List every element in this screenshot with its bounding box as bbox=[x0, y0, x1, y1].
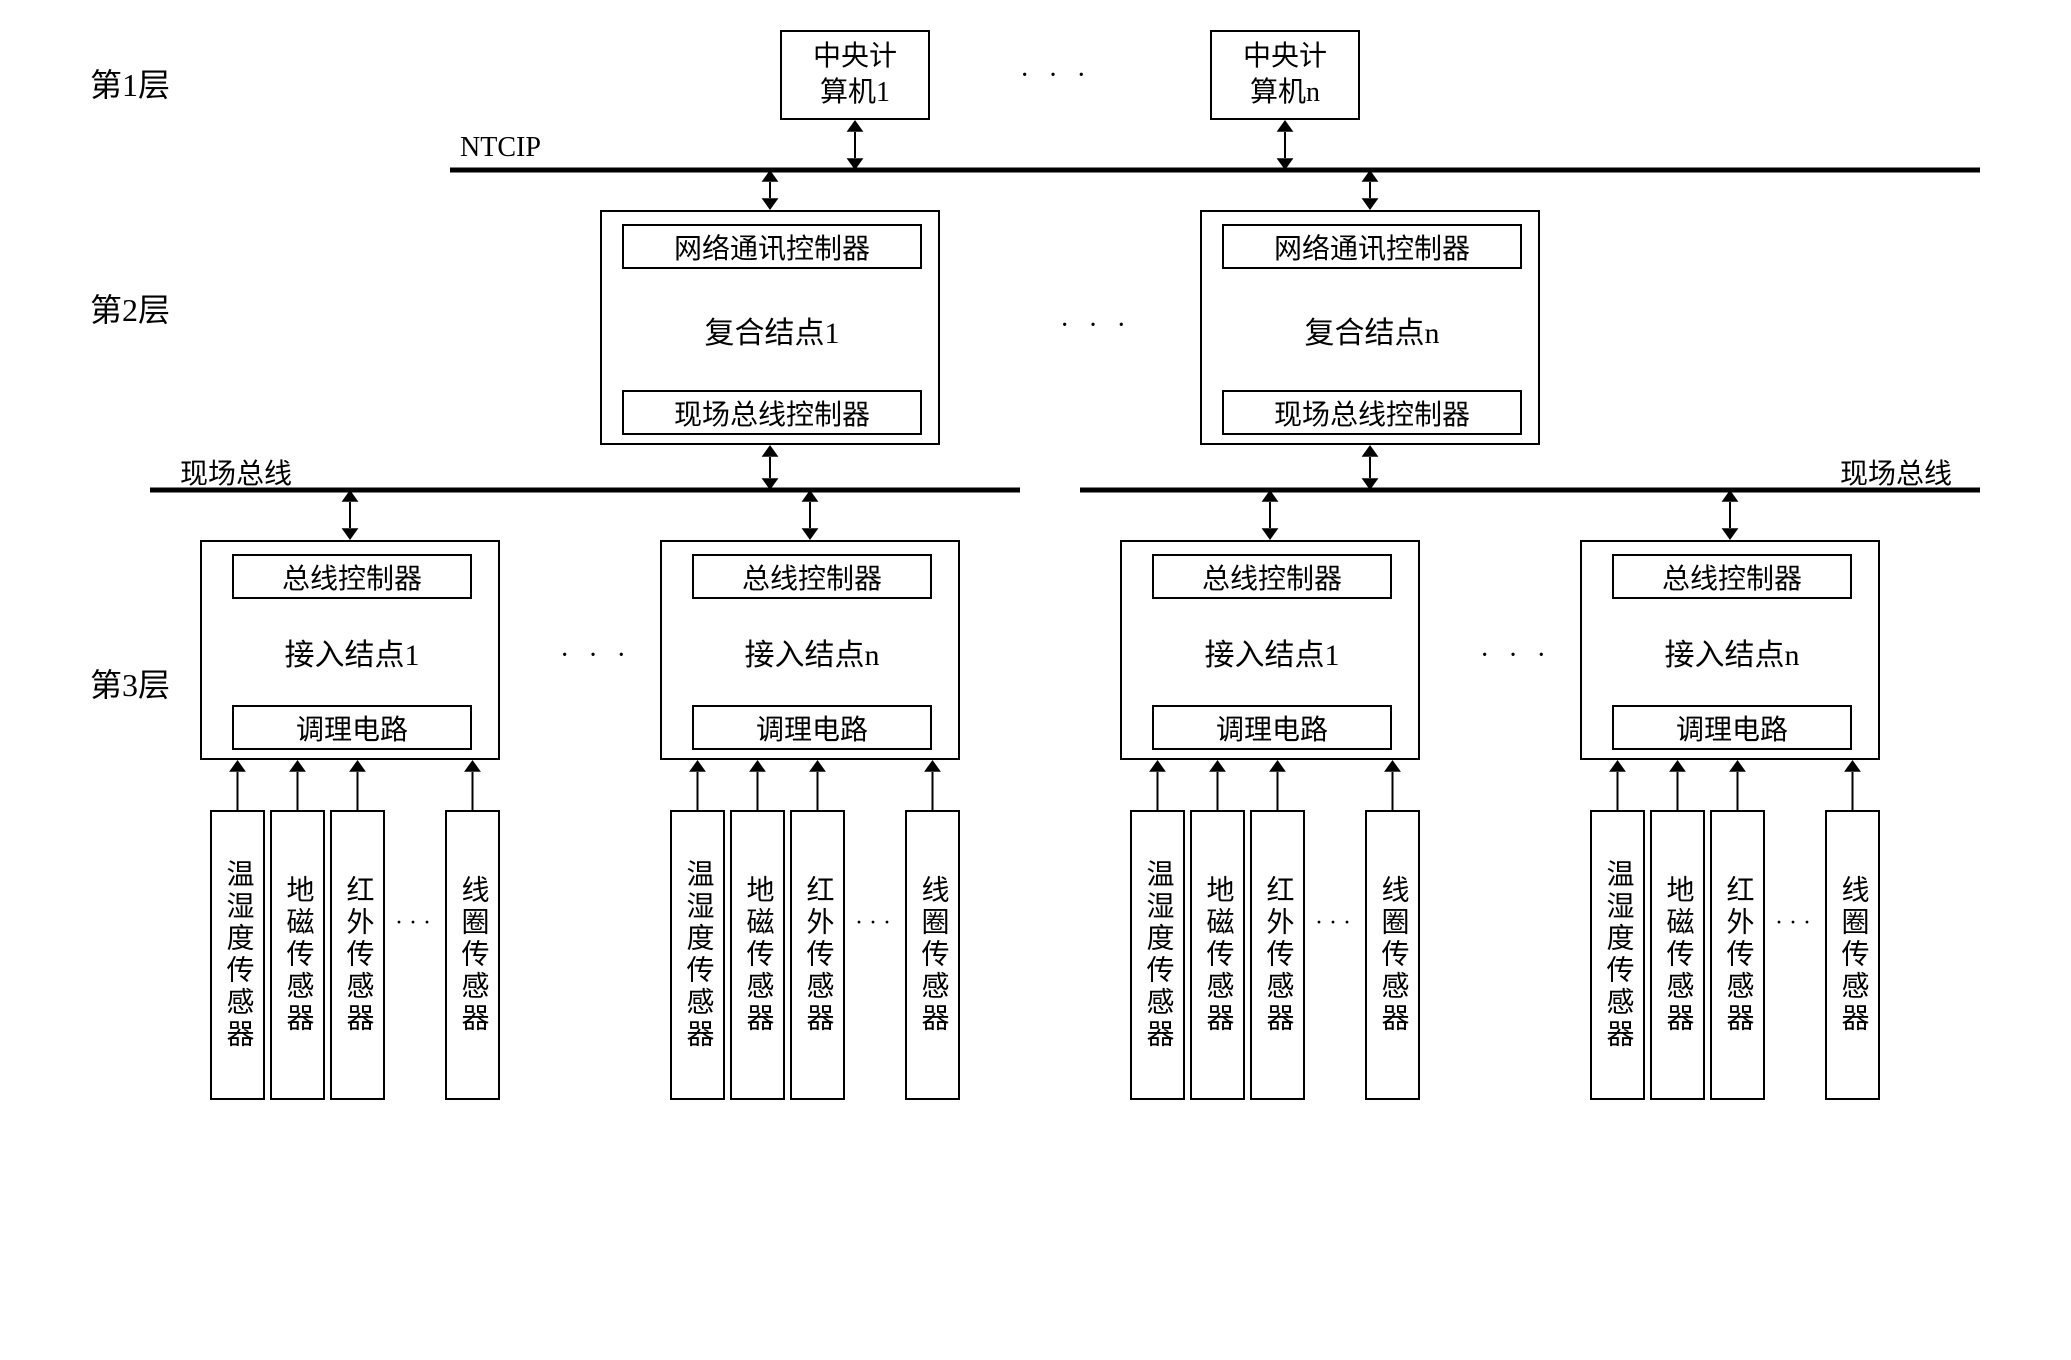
central-computer-1: 中央计 算机1 bbox=[780, 30, 930, 120]
access-node-label: 接入结点n bbox=[662, 599, 962, 705]
ellipsis: ··· bbox=[855, 910, 897, 937]
ellipsis: ··· bbox=[1775, 910, 1817, 937]
ellipsis: · · · bbox=[1020, 60, 1092, 92]
fieldbus-left-label: 现场总线 bbox=[180, 452, 292, 492]
geomagnetic-sensor: 地磁传感器 bbox=[730, 810, 785, 1100]
network-controller: 网络通讯控制器 bbox=[622, 224, 922, 269]
geomagnetic-sensor: 地磁传感器 bbox=[1650, 810, 1705, 1100]
conditioning-circuit: 调理电路 bbox=[1612, 705, 1852, 750]
access-node-label: 接入结点1 bbox=[202, 599, 502, 705]
temp-humidity-sensor: 温湿度传感器 bbox=[670, 810, 725, 1100]
geomagnetic-sensor: 地磁传感器 bbox=[1190, 810, 1245, 1100]
temp-humidity-sensor: 温湿度传感器 bbox=[1590, 810, 1645, 1100]
ellipsis: ··· bbox=[395, 910, 437, 937]
network-controller: 网络通讯控制器 bbox=[1222, 224, 1522, 269]
temp-humidity-sensor: 温湿度传感器 bbox=[1130, 810, 1185, 1100]
composite-node-1: 网络通讯控制器复合结点1现场总线控制器 bbox=[600, 210, 940, 445]
fieldbus-controller: 现场总线控制器 bbox=[622, 390, 922, 435]
access-node: 总线控制器接入结点n调理电路 bbox=[660, 540, 960, 760]
composite-node-label: 复合结点n bbox=[1202, 269, 1542, 390]
ellipsis: · · · bbox=[560, 640, 632, 672]
conditioning-circuit: 调理电路 bbox=[232, 705, 472, 750]
access-node-label: 接入结点n bbox=[1582, 599, 1882, 705]
layer-1-label: 第1层 bbox=[90, 60, 170, 106]
coil-sensor: 线圈传感器 bbox=[1365, 810, 1420, 1100]
infrared-sensor: 红外传感器 bbox=[1250, 810, 1305, 1100]
infrared-sensor: 红外传感器 bbox=[1710, 810, 1765, 1100]
temp-humidity-sensor: 温湿度传感器 bbox=[210, 810, 265, 1100]
coil-sensor: 线圈传感器 bbox=[445, 810, 500, 1100]
infrared-sensor: 红外传感器 bbox=[330, 810, 385, 1100]
fieldbus-controller: 现场总线控制器 bbox=[1222, 390, 1522, 435]
bus-controller: 总线控制器 bbox=[1152, 554, 1392, 599]
coil-sensor: 线圈传感器 bbox=[905, 810, 960, 1100]
access-node-label: 接入结点1 bbox=[1122, 599, 1422, 705]
ellipsis: · · · bbox=[1480, 640, 1552, 672]
composite-node-label: 复合结点1 bbox=[602, 269, 942, 390]
infrared-sensor: 红外传感器 bbox=[790, 810, 845, 1100]
composite-node-n: 网络通讯控制器复合结点n现场总线控制器 bbox=[1200, 210, 1540, 445]
coil-sensor: 线圈传感器 bbox=[1825, 810, 1880, 1100]
conditioning-circuit: 调理电路 bbox=[1152, 705, 1392, 750]
access-node: 总线控制器接入结点n调理电路 bbox=[1580, 540, 1880, 760]
access-node: 总线控制器接入结点1调理电路 bbox=[1120, 540, 1420, 760]
layer-2-label: 第2层 bbox=[90, 285, 170, 331]
layer-3-label: 第3层 bbox=[90, 660, 170, 706]
bus-controller: 总线控制器 bbox=[1612, 554, 1852, 599]
central-computer-n: 中央计 算机n bbox=[1210, 30, 1360, 120]
geomagnetic-sensor: 地磁传感器 bbox=[270, 810, 325, 1100]
fieldbus-right-label: 现场总线 bbox=[1840, 452, 1952, 492]
bus-controller: 总线控制器 bbox=[692, 554, 932, 599]
access-node: 总线控制器接入结点1调理电路 bbox=[200, 540, 500, 760]
ellipsis: · · · bbox=[1060, 310, 1132, 342]
bus-controller: 总线控制器 bbox=[232, 554, 472, 599]
ntcip-bus-label: NTCIP bbox=[460, 132, 541, 164]
ellipsis: ··· bbox=[1315, 910, 1357, 937]
conditioning-circuit: 调理电路 bbox=[692, 705, 932, 750]
